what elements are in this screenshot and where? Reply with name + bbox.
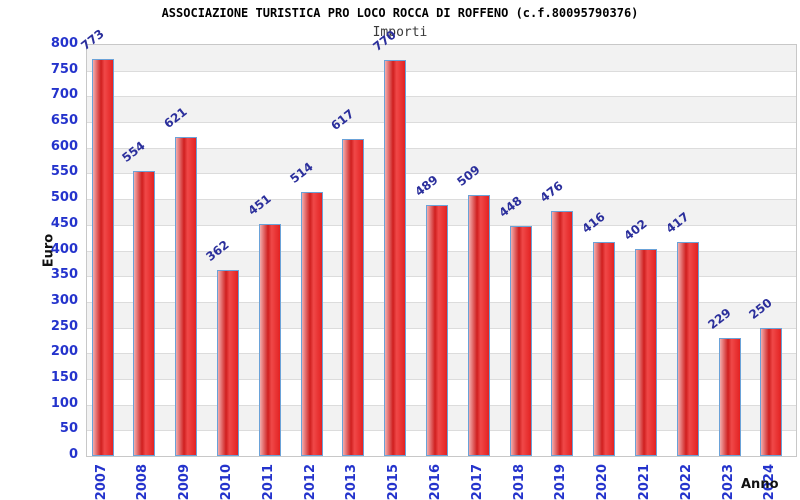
y-tick-label: 800	[50, 36, 78, 51]
x-tick-label: 2023	[720, 464, 736, 500]
x-tick-label: 2016	[427, 464, 443, 500]
bar-2010	[216, 270, 239, 456]
y-tick-label: 450	[50, 215, 78, 231]
bar-2023	[718, 338, 741, 456]
y-tick-label: 250	[50, 318, 78, 334]
y-tick-label: 50	[59, 421, 78, 437]
bar-2007	[91, 59, 114, 456]
grid-band	[87, 70, 796, 97]
bar-2019	[551, 211, 574, 456]
y-tick-label: 750	[50, 61, 78, 77]
y-tick-label: 650	[50, 113, 78, 129]
grid-band	[87, 45, 796, 71]
y-tick-label: 0	[68, 447, 78, 462]
bar-2016	[425, 205, 448, 456]
y-tick-label: 550	[50, 164, 78, 180]
y-tick-label: 200	[50, 344, 78, 360]
y-tick-label: 400	[50, 241, 78, 257]
x-tick-label: 2007	[93, 464, 109, 500]
grid-band	[87, 96, 796, 123]
grid-band	[87, 122, 796, 148]
x-tick-label: 2011	[260, 464, 276, 500]
grid-line	[87, 173, 796, 175]
bar-2015	[384, 60, 407, 456]
bar-2012	[300, 192, 323, 456]
chart-subtitle: Importi	[372, 25, 428, 40]
x-tick-label: 2022	[678, 464, 694, 500]
x-tick-label: 2019	[553, 464, 569, 500]
x-tick-label: 2018	[511, 464, 527, 500]
bar-2013	[342, 139, 365, 456]
bar-2008	[133, 171, 156, 456]
x-tick-label: 2009	[177, 464, 193, 500]
chart-title: ASSOCIAZIONE TURISTICA PRO LOCO ROCCA DI…	[161, 6, 639, 20]
bar-2021	[635, 249, 658, 456]
y-tick-label: 700	[50, 87, 78, 103]
bar-2020	[593, 242, 616, 456]
y-tick-label: 350	[50, 267, 78, 283]
y-tick-label: 100	[50, 395, 78, 411]
y-tick-label: 300	[50, 292, 78, 308]
plot-area: 773 554 621 362 451 514 617 770 489 509 448 476 416 4…	[78, 27, 797, 457]
grid-line	[87, 70, 796, 72]
x-axis-title: Anno	[741, 477, 779, 492]
x-tick-label: 2020	[595, 464, 611, 500]
grid-line	[87, 147, 796, 149]
x-tick-label: 2013	[344, 464, 360, 500]
x-tick-label: 2012	[302, 464, 318, 500]
x-tick-label: 2021	[637, 464, 653, 500]
x-tick-label: 2010	[218, 464, 234, 500]
grid-line	[87, 122, 796, 124]
bar-2022	[676, 242, 699, 456]
x-tick-label: 2015	[386, 464, 402, 500]
bar-2009	[175, 137, 198, 456]
bar-2018	[509, 226, 532, 456]
y-tick-label: 600	[50, 138, 78, 154]
grid-line	[87, 199, 796, 201]
bar-2011	[258, 224, 281, 456]
x-tick-label: 2008	[135, 464, 151, 500]
x-tick-label: 2017	[469, 464, 485, 500]
grid-line	[87, 96, 796, 98]
grid-band	[87, 173, 796, 200]
bar-2017	[467, 195, 490, 456]
bar-2024	[760, 328, 783, 456]
grid-band	[87, 147, 796, 174]
y-tick-label: 500	[50, 190, 78, 206]
y-tick-label: 150	[50, 369, 78, 385]
